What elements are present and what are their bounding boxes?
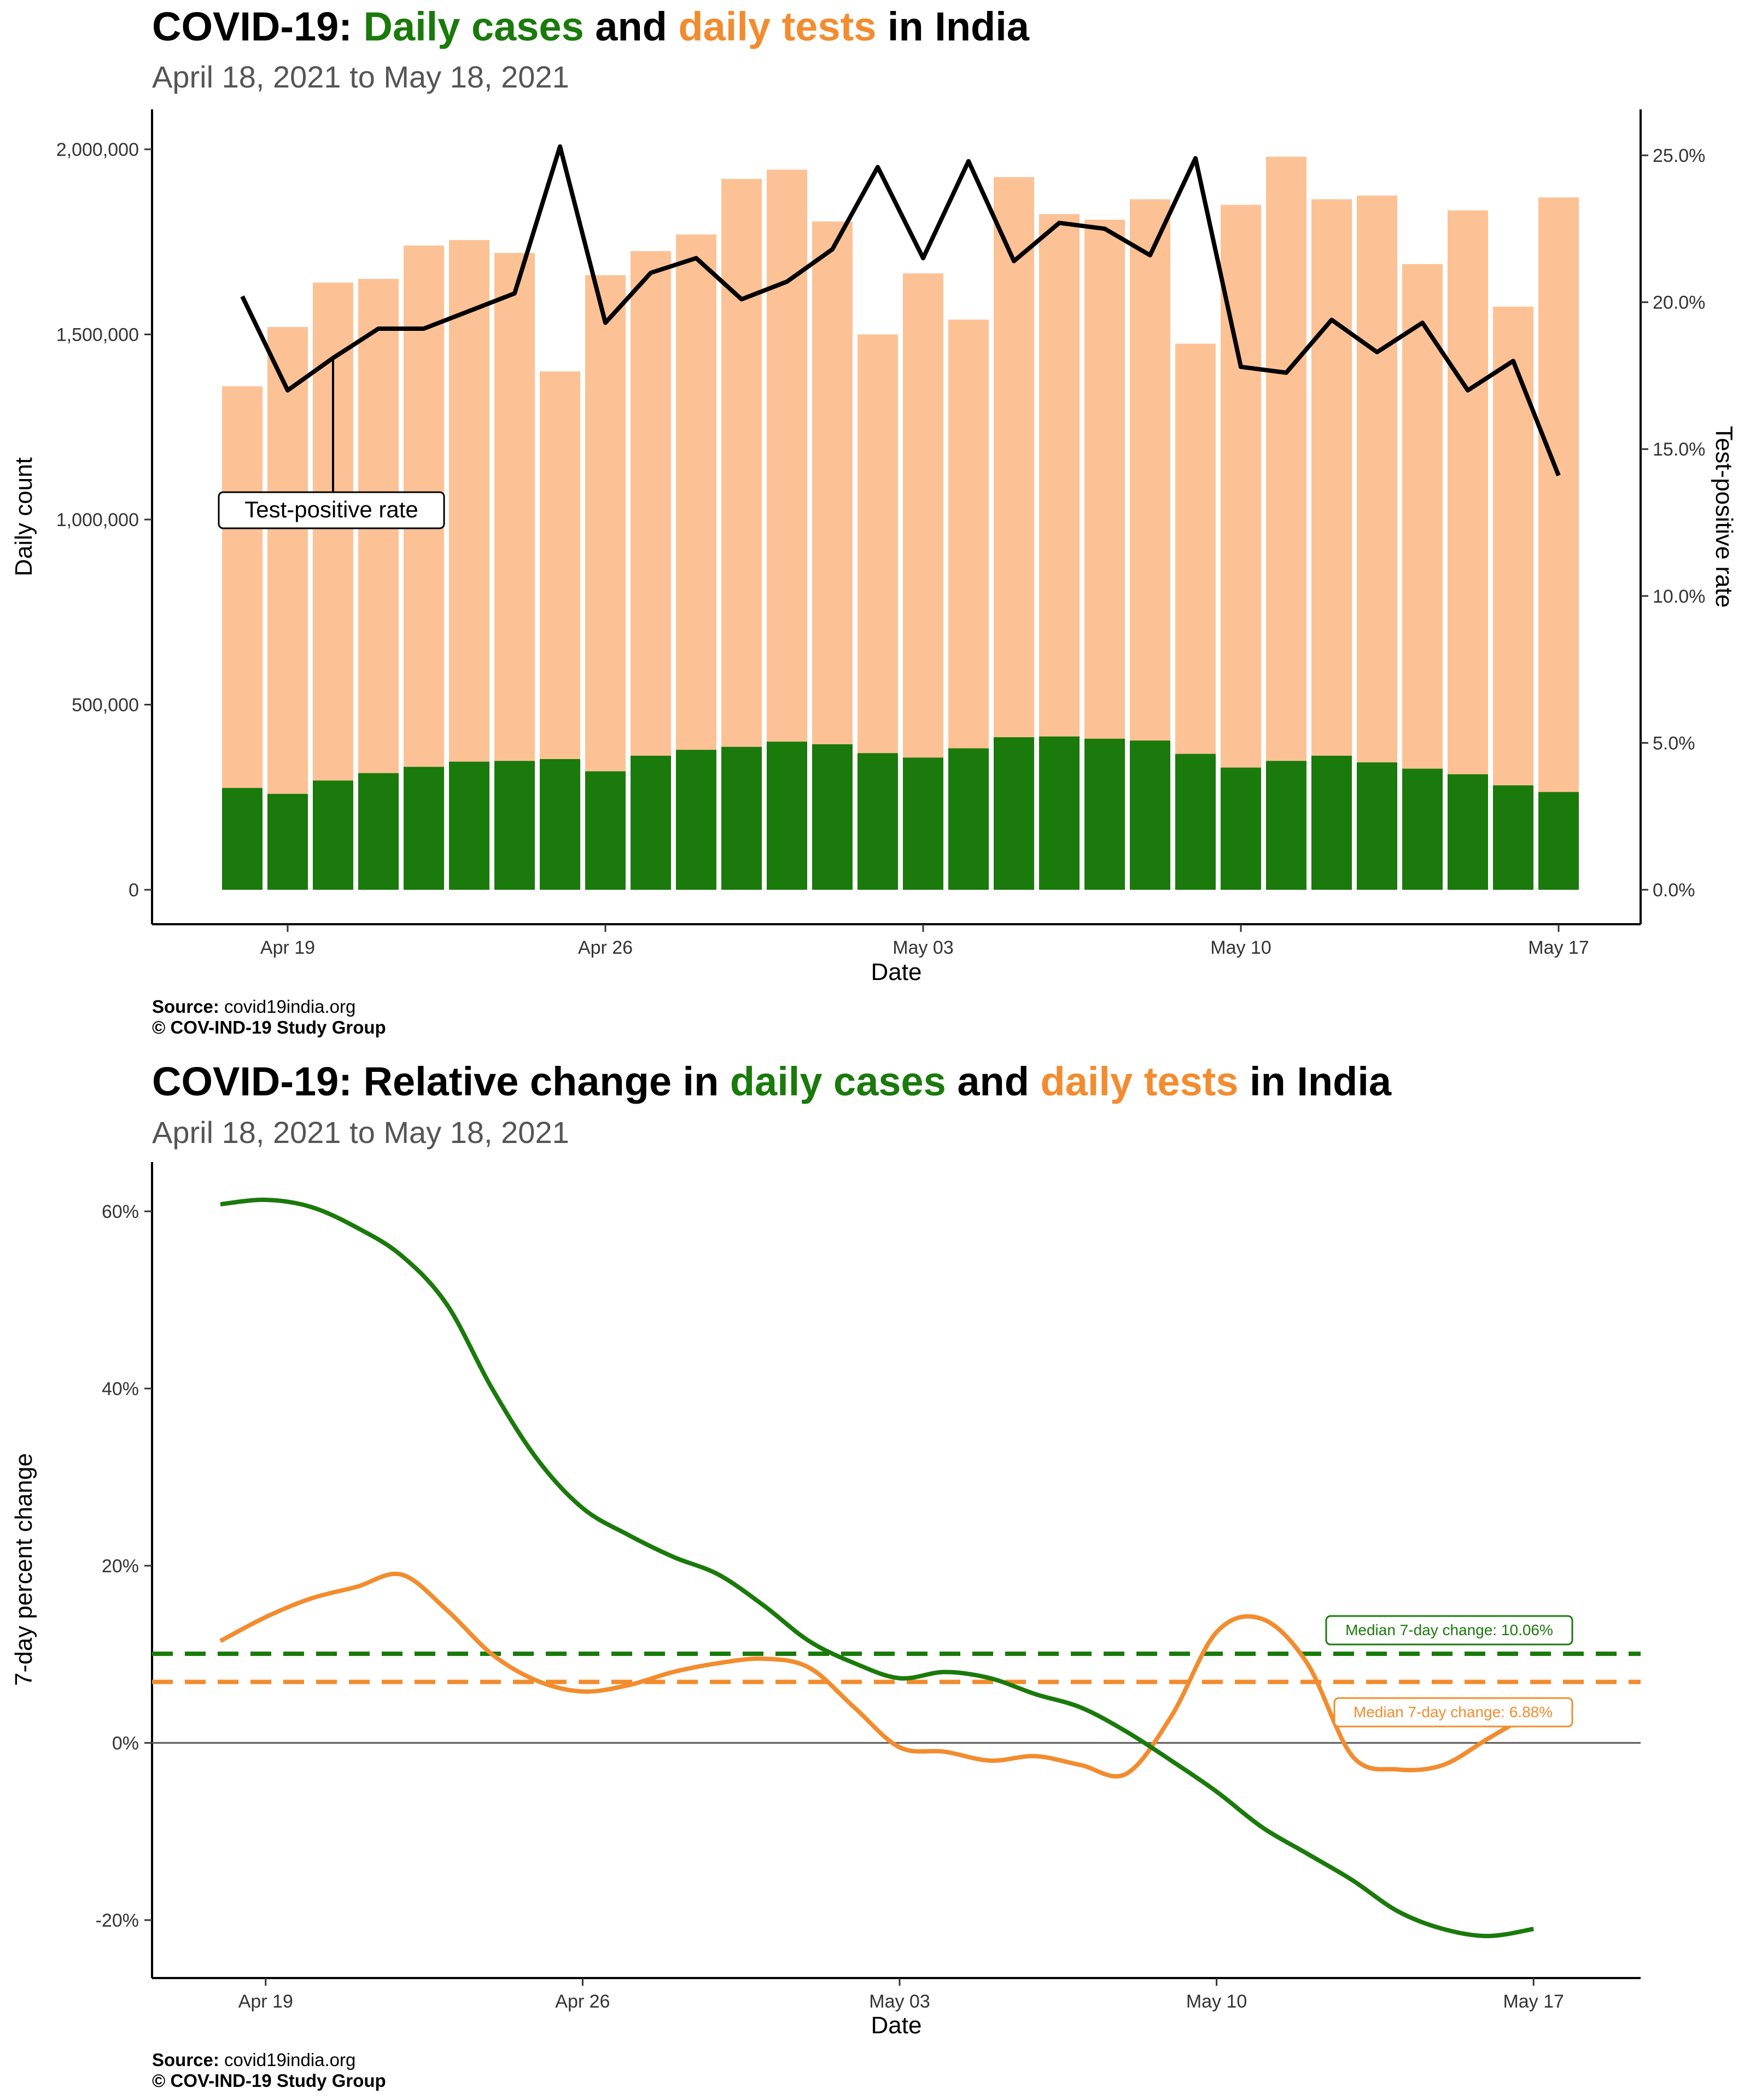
chart2-ytick-label: 20%	[102, 1556, 139, 1577]
chart1-ytick-label: 1,500,000	[56, 325, 139, 346]
chart1-annotation-box	[218, 491, 445, 529]
chart2-x-axis-title: Date	[871, 2012, 922, 2039]
chart1-y2-axis-title: Test-positive rate	[1711, 426, 1737, 608]
chart2-cases-change-line	[220, 1197, 1534, 1939]
chart1-title: COVID-19: Daily cases and daily tests in…	[152, 3, 1029, 50]
chart1-cases-bar	[767, 742, 807, 890]
chart1-cases-bar	[1221, 767, 1261, 890]
chart2-ytick-label: 60%	[102, 1201, 139, 1222]
chart1-cases-bar	[1357, 762, 1397, 890]
chart1-cases-bar	[1493, 785, 1533, 890]
chart2-tests-change-line	[219, 1571, 1535, 1779]
chart1-cases-bar	[812, 744, 853, 890]
chart1-cases-bar	[721, 746, 762, 890]
chart1-cases-bar	[858, 753, 898, 890]
chart2-xtick-label: Apr 26	[555, 1991, 610, 2012]
chart2-ytick-label: -20%	[96, 1910, 139, 1931]
chart2-title-post: in India	[1238, 1059, 1392, 1104]
chart1-cases-bar	[267, 794, 308, 890]
chart1-y2tick-label: 0.0%	[1653, 880, 1695, 901]
chart2-copyright: © COV-IND-19 Study Group	[152, 2070, 386, 2091]
chart2-xtick-label: May 17	[1503, 1991, 1564, 2012]
chart1-cases-bar	[676, 750, 716, 890]
chart1-ytick-label: 1,000,000	[56, 510, 139, 530]
chart1-test-positive-rate-line	[240, 144, 1561, 477]
chart2-title-cases: daily cases	[730, 1059, 946, 1104]
chart2-xtick-label: May 03	[869, 1991, 930, 2012]
chart2-xtick-label: May 10	[1186, 1991, 1247, 2012]
chart1-cases-bar	[494, 761, 535, 890]
chart2-caption: Source: covid19india.org © COV-IND-19 St…	[152, 2050, 386, 2091]
chart1-cases-bar	[1311, 755, 1352, 890]
chart1-y2tick-label: 15.0%	[1653, 439, 1705, 460]
chart2-subtitle: April 18, 2021 to May 18, 2021	[152, 1115, 569, 1150]
chart2-ytick-label: 40%	[102, 1379, 139, 1399]
chart1-cases-bar	[585, 771, 626, 890]
chart1-cases-bar	[358, 773, 399, 890]
chart2-y-axis-title: 7-day percent change	[10, 1453, 37, 1686]
chart1-cases-bar	[449, 761, 489, 890]
chart2-median-tests-label-box	[1333, 1697, 1573, 1728]
chart1-title-pre: COVID-19:	[152, 4, 364, 49]
chart1-xtick-label: Apr 26	[578, 937, 633, 958]
chart1-cases-bar	[313, 780, 353, 890]
chart1-xtick-label: Apr 19	[260, 937, 315, 958]
chart1-cases-bar	[1266, 761, 1306, 890]
chart1-cases-bar	[1039, 736, 1080, 890]
chart1-cases-bar	[1084, 738, 1125, 890]
chart2-source-value: covid19india.org	[224, 2050, 356, 2070]
chart1-tests-bar	[1538, 197, 1579, 890]
chart1-xtick-label: May 10	[1210, 937, 1271, 958]
chart1-source-label: Source:	[152, 996, 219, 1017]
chart1-copyright: © COV-IND-19 Study Group	[152, 1017, 386, 1037]
chart1-cases-bar	[1130, 740, 1170, 890]
chart1-y2tick-label: 10.0%	[1653, 586, 1705, 607]
chart1-title-cases: Daily cases	[363, 4, 584, 49]
chart1-cases-bar	[994, 737, 1034, 890]
chart2-ytick-label: 0%	[112, 1733, 139, 1754]
chart1-y-axis-title: Daily count	[10, 457, 37, 576]
chart1-ytick-label: 500,000	[72, 695, 139, 716]
chart1-xtick-label: May 03	[892, 937, 954, 958]
chart2-title-pre: COVID-19: Relative change in	[152, 1059, 730, 1104]
chart1-y2tick-label: 25.0%	[1653, 145, 1705, 166]
chart2-median-cases-label: Median 7-day change: 10.06%	[1345, 1621, 1553, 1638]
chart1-subtitle: April 18, 2021 to May 18, 2021	[152, 60, 569, 94]
chart1-title-post: in India	[876, 4, 1029, 49]
chart2-title-tests: daily tests	[1040, 1059, 1239, 1104]
chart2-title-mid: and	[946, 1059, 1041, 1104]
chart2-xtick-label: Apr 19	[238, 1991, 293, 2012]
chart1-cases-bar	[404, 767, 444, 890]
chart1-ytick-label: 2,000,000	[56, 139, 139, 160]
chart1-cases-bar	[631, 755, 671, 890]
chart1-source-value: covid19india.org	[224, 996, 356, 1017]
chart1-cases-bar	[540, 759, 580, 890]
chart2-source-label: Source:	[152, 2050, 219, 2070]
chart2-median-cases-label-box	[1325, 1615, 1573, 1646]
chart2-title: COVID-19: Relative change in daily cases…	[152, 1058, 1391, 1105]
chart1-ytick-label: 0	[129, 880, 139, 901]
chart1-cases-bar	[1402, 768, 1443, 890]
chart2-median-tests-label: Median 7-day change: 6.88%	[1354, 1704, 1553, 1720]
chart1-cases-bar	[222, 788, 262, 890]
chart1-title-tests: daily tests	[678, 4, 877, 49]
chart1-annotation-label: Test-positive rate	[244, 497, 418, 522]
chart1-y2tick-label: 20.0%	[1653, 293, 1705, 313]
chart1-cases-bar	[1175, 754, 1216, 890]
chart1-plot: 0 500,000 1,000,000 1,500,000 2,000,000 0.0% 5…	[10, 109, 1737, 985]
chart1-xtick-label: May 17	[1528, 937, 1589, 958]
chart1-cases-bar	[1448, 774, 1488, 890]
chart1-x-axis-title: Date	[871, 959, 922, 985]
chart1-cases-bar	[903, 757, 943, 890]
chart1-caption: Source: covid19india.org © COV-IND-19 St…	[152, 996, 386, 1038]
chart1-cases-bar	[948, 748, 989, 890]
chart1-cases-bar	[1538, 792, 1579, 890]
chart1-y2tick-label: 5.0%	[1653, 733, 1695, 754]
chart1-title-mid: and	[584, 4, 679, 49]
